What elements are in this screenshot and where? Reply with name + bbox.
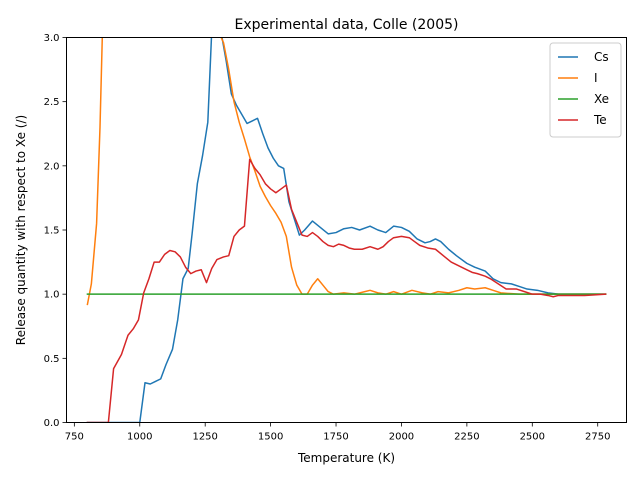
x-axis-ticks: 750 1000 1250 1500 1750 2000 2250 2500 2750 xyxy=(65,422,610,443)
series-layer xyxy=(86,37,607,423)
legend-label-i: I xyxy=(594,71,598,85)
x-tick-label: 2250 xyxy=(454,432,479,443)
legend-box xyxy=(549,42,622,138)
legend-label-xe: Xe xyxy=(594,92,609,106)
series-line-i xyxy=(86,37,607,306)
legend-label-cs: Cs xyxy=(594,50,609,64)
x-tick-label: 2500 xyxy=(520,432,545,443)
x-tick-label: 1000 xyxy=(127,432,152,443)
plot-area xyxy=(66,37,627,423)
x-tick-label: 1500 xyxy=(258,432,283,443)
x-tick-label: 750 xyxy=(65,432,84,443)
y-tick-label: 2.0 xyxy=(44,161,60,172)
plot-frame xyxy=(66,37,627,423)
x-tick-label: 2750 xyxy=(585,432,610,443)
chart-title: Experimental data, Colle (2005) xyxy=(235,17,459,33)
x-tick-label: 1750 xyxy=(323,432,348,443)
y-axis-label: Release quantity with respect to Xe (/) xyxy=(14,115,28,345)
y-tick-label: 0.0 xyxy=(44,418,60,429)
y-tick-label: 3.0 xyxy=(44,33,60,44)
series-line-cs xyxy=(86,37,607,423)
y-tick-label: 1.5 xyxy=(44,226,60,237)
y-tick-label: 2.5 xyxy=(44,97,60,108)
legend: Cs I Xe Te xyxy=(549,42,622,138)
legend-label-te: Te xyxy=(593,113,607,127)
series-line-te xyxy=(86,158,607,423)
y-tick-label: 0.5 xyxy=(44,354,60,365)
x-axis-label: Temperature (K) xyxy=(297,451,395,465)
y-axis-ticks: 0.0 0.5 1.0 1.5 2.0 2.5 3.0 xyxy=(44,33,67,429)
y-tick-label: 1.0 xyxy=(44,290,60,301)
x-tick-label: 1250 xyxy=(192,432,217,443)
x-tick-label: 2000 xyxy=(389,432,414,443)
